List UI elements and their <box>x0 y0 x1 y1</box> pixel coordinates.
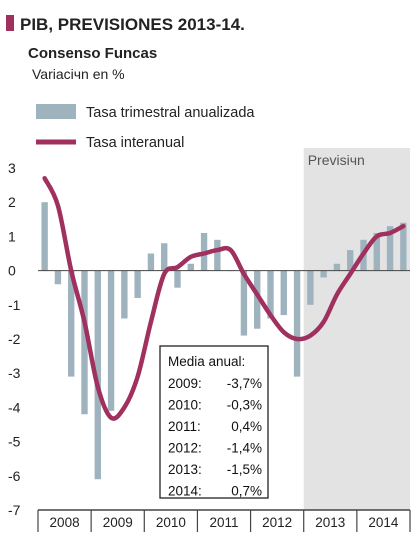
bar-tasa-trimestral <box>214 239 221 271</box>
bar-tasa-trimestral <box>68 270 75 377</box>
annual-average-value: -3,7% <box>227 376 262 391</box>
y-tick-label: -6 <box>8 468 21 484</box>
annual-average-year: 2012: <box>168 441 202 456</box>
y-tick-label: 2 <box>8 194 16 210</box>
bar-tasa-trimestral <box>280 270 287 316</box>
bar-tasa-trimestral <box>161 243 168 271</box>
bar-tasa-trimestral <box>320 270 327 278</box>
legend-swatch-bars <box>36 104 76 119</box>
x-tick-label: 2009 <box>103 515 133 530</box>
forecast-band <box>303 148 410 510</box>
y-tick-label: 1 <box>8 228 16 244</box>
annual-average-value: 0,4% <box>231 419 262 434</box>
y-tick-label: 3 <box>8 160 16 176</box>
y-tick-label: 0 <box>8 263 16 279</box>
bar-tasa-trimestral <box>121 270 128 319</box>
annual-average-heading: Media anual: <box>168 354 245 369</box>
bar-tasa-trimestral <box>293 270 301 377</box>
bar-tasa-trimestral <box>54 270 62 285</box>
legend-label-line: Tasa interanual <box>86 135 184 151</box>
annual-average-year: 2014: <box>168 484 202 499</box>
bar-tasa-trimestral <box>81 270 88 415</box>
bar-tasa-trimestral <box>134 270 141 298</box>
y-tick-label: -7 <box>8 502 21 518</box>
bar-tasa-trimestral <box>187 263 194 271</box>
y-tick-label: -2 <box>8 331 21 347</box>
bar-tasa-trimestral <box>254 270 261 329</box>
unit-label: Variaciчn en % <box>32 66 125 82</box>
forecast-label: Previsiчn <box>308 152 365 168</box>
annual-average-year: 2010: <box>168 398 202 413</box>
annual-average-value: -1,5% <box>227 462 262 477</box>
annual-average-year: 2013: <box>168 462 202 477</box>
bar-tasa-trimestral <box>267 270 274 319</box>
annual-average-year: 2011: <box>168 419 201 434</box>
x-tick-label: 2012 <box>262 515 292 530</box>
y-tick-label: -3 <box>8 365 21 381</box>
annual-average-value: -0,3% <box>227 398 262 413</box>
x-tick-label: 2008 <box>50 515 80 530</box>
bar-tasa-trimestral <box>107 270 115 411</box>
bar-tasa-trimestral <box>174 270 181 288</box>
bar-tasa-trimestral <box>373 232 380 271</box>
series-line-tasa-interanual <box>42 176 406 421</box>
bar-tasa-trimestral <box>240 270 248 336</box>
bar-tasa-trimestral <box>347 250 354 271</box>
title-accent-marker <box>6 15 14 31</box>
chart-subtitle: Consenso Funcas <box>28 45 157 62</box>
annual-average-value: -1,4% <box>227 441 262 456</box>
bar-tasa-trimestral <box>41 202 48 271</box>
y-tick-label: -5 <box>8 434 21 450</box>
y-tick-label: -4 <box>8 399 21 415</box>
annual-average-year: 2009: <box>168 376 202 391</box>
legend-label-bars: Tasa trimestral anualizada <box>86 105 255 121</box>
x-tick-label: 2011 <box>209 515 238 530</box>
bar-tasa-trimestral <box>400 222 407 271</box>
annual-average-box-frame <box>159 345 269 499</box>
x-tick-label: 2013 <box>315 515 345 530</box>
x-tick-label: 2010 <box>156 515 186 530</box>
bar-tasa-trimestral <box>386 226 394 271</box>
x-tick-label: 2014 <box>368 515 399 530</box>
bar-tasa-trimestral <box>333 263 341 271</box>
bar-tasa-trimestral <box>94 270 101 480</box>
chart-title: PIB, PREVISIONES 2013-14. <box>20 15 245 34</box>
annual-average-value: 0,7% <box>231 484 262 499</box>
bar-tasa-trimestral <box>147 253 155 271</box>
bar-tasa-trimestral <box>307 270 314 305</box>
annual-average-box: Media anual: 2009: -3,7% 2010: -0,3% 2011: 0,… <box>159 345 269 499</box>
y-tick-label: -1 <box>8 297 21 313</box>
